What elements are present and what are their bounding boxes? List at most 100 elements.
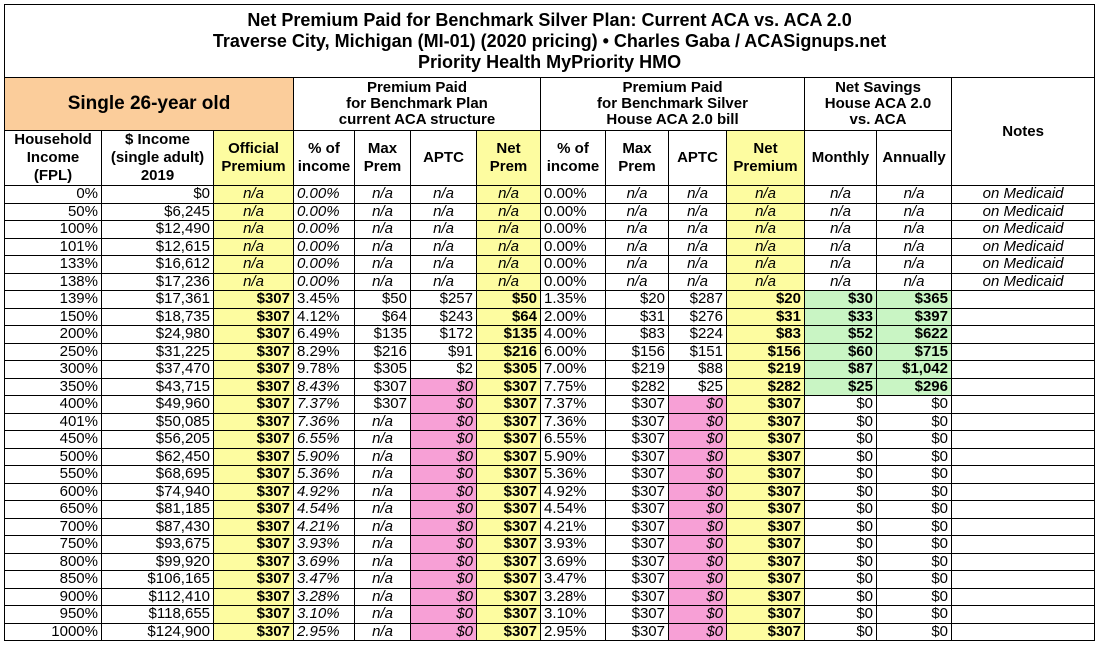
cell: $257: [410, 290, 477, 309]
cell: $24,980: [101, 325, 214, 344]
data-row: 800% $99,920 $307 3.69% n/a $0 $307 3.69% $307 $0…: [4, 552, 1096, 571]
cell: $0: [668, 430, 727, 449]
cell: $0: [410, 587, 477, 606]
cell: n/a: [354, 272, 411, 291]
cell: n/a: [410, 202, 477, 221]
cell: $307: [605, 605, 669, 624]
column-header: APTC: [668, 130, 727, 186]
cell: $307: [476, 447, 541, 466]
cell: 5.90%: [540, 447, 606, 466]
cell: $397: [876, 307, 952, 326]
cell: $622: [876, 325, 952, 344]
note: on Medicaid: [950, 185, 1096, 204]
cell: $135: [476, 325, 541, 344]
cell: n/a: [213, 237, 294, 256]
cell: $307: [605, 570, 669, 589]
cell: 100%: [4, 220, 102, 239]
cell: n/a: [876, 220, 952, 239]
cell: n/a: [876, 255, 952, 274]
cell: n/a: [476, 202, 541, 221]
cell: 5.36%: [540, 465, 606, 484]
cell: $60: [804, 342, 877, 361]
cell: 3.45%: [293, 290, 355, 309]
cell: 650%: [4, 500, 102, 519]
cell: $1,042: [876, 360, 952, 379]
cell: $307: [213, 500, 294, 519]
data-row: 1000% $124,900 $307 2.95% n/a $0 $307 2.95% $307…: [4, 622, 1096, 641]
cell: $74,940: [101, 482, 214, 501]
cell: 850%: [4, 570, 102, 589]
title-line: Priority Health MyPriority HMO: [418, 51, 682, 72]
cell: $307: [476, 482, 541, 501]
cell: n/a: [354, 447, 411, 466]
cell: $307: [354, 395, 411, 414]
cell: $31: [605, 307, 669, 326]
data-row: 700% $87,430 $307 4.21% n/a $0 $307 4.21% $307 $0…: [4, 517, 1096, 536]
cell: $307: [213, 465, 294, 484]
cell: $49,960: [101, 395, 214, 414]
column-header: Official Premium: [213, 130, 294, 186]
cell: $307: [476, 622, 541, 641]
cell: 1.35%: [540, 290, 606, 309]
cell: $0: [410, 482, 477, 501]
notes-header: Notes: [950, 77, 1096, 186]
cell: $0: [876, 552, 952, 571]
cell: [950, 535, 1096, 554]
data-row: 50% $6,245 n/a 0.00% n/a n/a n/a 0.00% n/a n/a n/a…: [4, 202, 1096, 221]
cell: $112,410: [101, 587, 214, 606]
cell: 7.37%: [540, 395, 606, 414]
cell: $307: [213, 342, 294, 361]
cell: $62,450: [101, 447, 214, 466]
cell: $307: [605, 412, 669, 431]
cell: $0: [876, 412, 952, 431]
cell: $219: [605, 360, 669, 379]
cell: n/a: [668, 272, 727, 291]
cell: $307: [213, 482, 294, 501]
column-header: Net Premium: [726, 130, 805, 186]
cell: [950, 377, 1096, 396]
cell: n/a: [354, 412, 411, 431]
cell: n/a: [410, 255, 477, 274]
cell: $0: [804, 605, 877, 624]
cell: 950%: [4, 605, 102, 624]
cell: n/a: [605, 255, 669, 274]
cell: 300%: [4, 360, 102, 379]
cell: 5.36%: [293, 465, 355, 484]
cell: $307: [605, 517, 669, 536]
cell: $307: [726, 622, 805, 641]
cell: n/a: [354, 430, 411, 449]
cell: 200%: [4, 325, 102, 344]
cell: $0: [876, 517, 952, 536]
cell: 0.00%: [540, 220, 606, 239]
cell: 3.93%: [540, 535, 606, 554]
column-header-row: Household Income (FPL) $ Income (single a…: [4, 130, 1095, 186]
cell: $307: [476, 430, 541, 449]
cell: $307: [213, 307, 294, 326]
cell: $91: [410, 342, 477, 361]
cell: $0: [668, 447, 727, 466]
cell: 6.49%: [293, 325, 355, 344]
cell: 7.36%: [540, 412, 606, 431]
cell: $307: [213, 360, 294, 379]
cell: $106,165: [101, 570, 214, 589]
column-header: % of income: [293, 130, 355, 186]
cell: $0: [804, 482, 877, 501]
group-header: Single 26-year old: [4, 77, 294, 131]
cell: $52: [804, 325, 877, 344]
cell: $224: [668, 325, 727, 344]
cell: n/a: [804, 272, 877, 291]
cell: $99,920: [101, 552, 214, 571]
data-row: 450% $56,205 $307 6.55% n/a $0 $307 6.55% $307 $0…: [4, 430, 1096, 449]
cell: $0: [668, 587, 727, 606]
cell: $124,900: [101, 622, 214, 641]
cell: 3.69%: [540, 552, 606, 571]
cell: $50: [354, 290, 411, 309]
cell: n/a: [876, 237, 952, 256]
cell: $0: [410, 430, 477, 449]
cell: n/a: [476, 272, 541, 291]
group-header-row: Single 26-year old Premium Paid for Bench…: [4, 77, 1096, 186]
cell: 7.37%: [293, 395, 355, 414]
cell: $0: [668, 517, 727, 536]
cell: n/a: [354, 587, 411, 606]
cell: n/a: [354, 185, 411, 204]
